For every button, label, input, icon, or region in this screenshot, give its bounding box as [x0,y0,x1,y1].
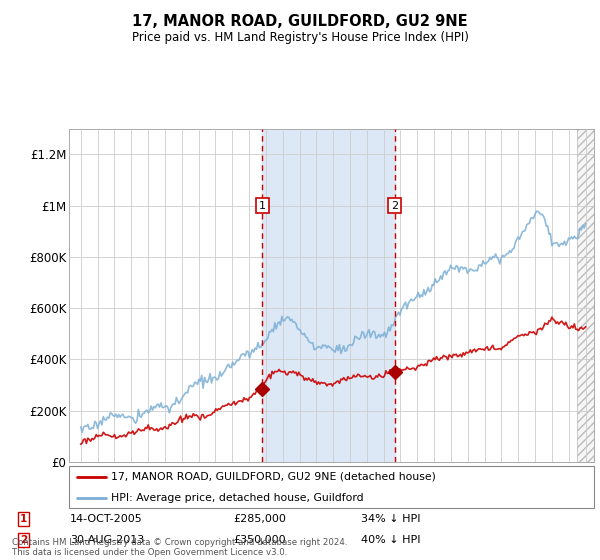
Text: 40% ↓ HPI: 40% ↓ HPI [361,535,421,545]
Text: Contains HM Land Registry data © Crown copyright and database right 2024.
This d: Contains HM Land Registry data © Crown c… [12,538,347,557]
Text: 2: 2 [391,200,398,211]
Text: 2: 2 [20,535,27,545]
Bar [577,129,594,462]
Text: 17, MANOR ROAD, GUILDFORD, GU2 9NE: 17, MANOR ROAD, GUILDFORD, GU2 9NE [132,14,468,29]
Text: 1: 1 [20,514,27,524]
Bar [577,129,594,462]
Text: 34% ↓ HPI: 34% ↓ HPI [361,514,421,524]
Text: Price paid vs. HM Land Registry's House Price Index (HPI): Price paid vs. HM Land Registry's House … [131,31,469,44]
Bar [262,129,395,462]
Text: HPI: Average price, detached house, Guildford: HPI: Average price, detached house, Guil… [111,493,364,503]
Text: £350,000: £350,000 [233,535,286,545]
Text: £285,000: £285,000 [233,514,286,524]
Text: 30-AUG-2013: 30-AUG-2013 [70,535,145,545]
Text: 1: 1 [259,200,266,211]
Text: 14-OCT-2005: 14-OCT-2005 [70,514,143,524]
FancyBboxPatch shape [69,466,594,508]
Text: 17, MANOR ROAD, GUILDFORD, GU2 9NE (detached house): 17, MANOR ROAD, GUILDFORD, GU2 9NE (deta… [111,472,436,482]
